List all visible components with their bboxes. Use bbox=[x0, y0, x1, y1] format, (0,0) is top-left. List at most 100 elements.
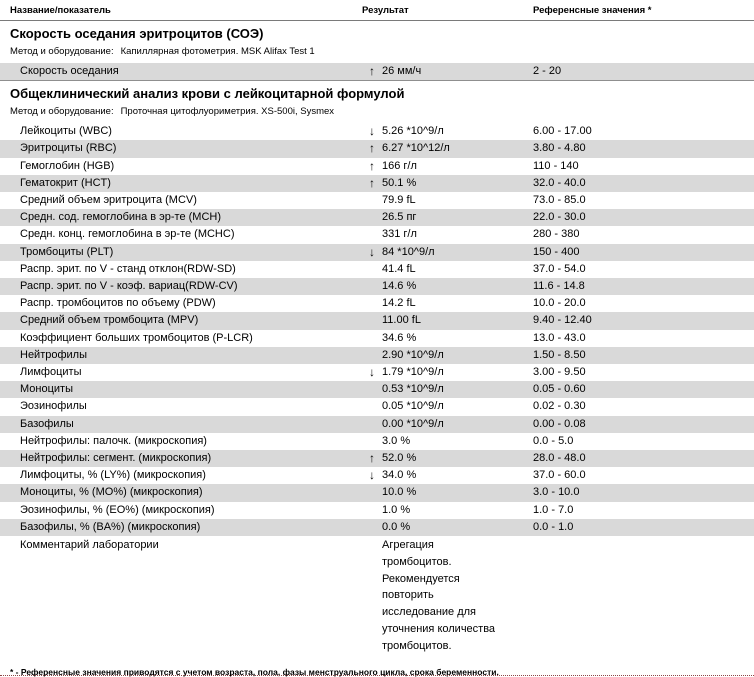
result-value: 50.1 % bbox=[382, 176, 417, 189]
parameter-name: Средний объем эритроцита (MCV) bbox=[20, 194, 197, 207]
arrow-down-icon: ↓ bbox=[369, 124, 375, 139]
reference-range: 9.40 - 12.40 bbox=[533, 314, 592, 327]
reference-range: 73.0 - 85.0 bbox=[533, 194, 586, 207]
parameter-name: Эритроциты (RBC) bbox=[20, 142, 117, 155]
result-row: Моноциты 0.53 *10^9/л 0.05 - 0.60 bbox=[0, 381, 754, 399]
reference-range: 0.02 - 0.30 bbox=[533, 400, 586, 413]
result-row: Распр. эрит. по V - станд отклон(RDW-SD)… bbox=[0, 261, 754, 278]
reference-range: 22.0 - 30.0 bbox=[533, 211, 586, 224]
method-label: Метод и оборудование: bbox=[10, 106, 114, 118]
report-section: Скорость оседания эритроцитов (СОЭ) Метод… bbox=[0, 21, 754, 82]
result-cell: 41.4 fL bbox=[362, 261, 533, 278]
result-value: 0.0 % bbox=[382, 520, 411, 533]
result-value: 0.05 *10^9/л bbox=[382, 400, 444, 413]
parameter-name: Эозинофилы bbox=[20, 400, 87, 413]
parameter-name: Распр. эрит. по V - станд отклон(RDW-SD) bbox=[20, 262, 236, 275]
result-value: 52.0 % bbox=[382, 452, 417, 465]
result-value: 79.9 fL bbox=[382, 194, 416, 207]
result-value: 11.00 fL bbox=[382, 314, 421, 327]
parameter-name: Базофилы, % (BA%) (микроскопия) bbox=[20, 520, 201, 533]
result-cell: 0.05 *10^9/л bbox=[362, 398, 533, 415]
parameter-name: Моноциты, % (MO%) (микроскопия) bbox=[20, 486, 203, 499]
parameter-name: Средн. конц. гемоглобина в эр-те (MCHC) bbox=[20, 228, 235, 241]
report-sections: Скорость оседания эритроцитов (СОЭ) Метод… bbox=[0, 21, 754, 657]
result-value: 84 *10^9/л bbox=[382, 245, 435, 258]
result-row: Гематокрит (HCT) ↑ 50.1 % 32.0 - 40.0 bbox=[0, 174, 754, 193]
result-cell: 26.5 пг bbox=[362, 209, 533, 226]
result-cell: 1.0 % bbox=[362, 502, 533, 519]
result-value: 14.6 % bbox=[382, 280, 417, 293]
parameter-name: Средн. сод. гемоглобина в эр-те (MCH) bbox=[20, 211, 222, 224]
reference-range: 0.05 - 0.60 bbox=[533, 383, 586, 396]
result-value: 34.6 % bbox=[382, 331, 417, 344]
result-row: Базофилы 0.00 *10^9/л 0.00 - 0.08 bbox=[0, 415, 754, 433]
result-cell: ↓ 1.79 *10^9/л bbox=[362, 364, 533, 381]
result-cell: 14.6 % bbox=[362, 278, 533, 295]
result-value: 1.79 *10^9/л bbox=[382, 366, 444, 379]
reference-range: 280 - 380 bbox=[533, 228, 580, 241]
parameter-name: Нейтрофилы bbox=[20, 348, 87, 361]
arrow-down-icon: ↓ bbox=[369, 244, 375, 259]
result-row: Лимфоциты ↓ 1.79 *10^9/л 3.00 - 9.50 bbox=[0, 364, 754, 381]
result-cell: 3.0 % bbox=[362, 433, 533, 450]
result-cell: 0.53 *10^9/л bbox=[362, 381, 533, 398]
result-value: 1.0 % bbox=[382, 503, 411, 516]
arrow-up-icon: ↑ bbox=[369, 451, 375, 466]
result-row: Моноциты, % (MO%) (микроскопия) 10.0 % 3.0… bbox=[0, 484, 754, 502]
result-cell: 0.00 *10^9/л bbox=[362, 416, 533, 433]
arrow-up-icon: ↑ bbox=[369, 175, 375, 190]
column-header-name: Название/показатель bbox=[10, 5, 111, 16]
parameter-name: Средний объем тромбоцита (MPV) bbox=[20, 314, 199, 327]
result-cell: 2.90 *10^9/л bbox=[362, 347, 533, 364]
result-cell: ↑ 166 г/л bbox=[362, 158, 533, 175]
result-row: Лейкоциты (WBC) ↓ 5.26 *10^9/л 6.00 - 17.00 bbox=[0, 123, 754, 140]
reference-range: 3.80 - 4.80 bbox=[533, 142, 586, 155]
result-cell: ↓ 84 *10^9/л bbox=[362, 244, 533, 261]
result-row: Эозинофилы 0.05 *10^9/л 0.02 - 0.30 bbox=[0, 398, 754, 415]
result-value: 5.26 *10^9/л bbox=[382, 125, 444, 138]
comment-label: Комментарий лаборатории bbox=[20, 539, 159, 552]
reference-range: 1.0 - 7.0 bbox=[533, 503, 574, 516]
parameter-name: Тромбоциты (PLT) bbox=[20, 245, 114, 258]
result-value: 26 мм/ч bbox=[382, 65, 422, 77]
result-value: 0.53 *10^9/л bbox=[382, 383, 444, 396]
result-row: Скорость оседания ↑ 26 мм/ч 2 - 20 bbox=[0, 63, 754, 81]
result-cell: ↑ 50.1 % bbox=[362, 175, 533, 192]
result-cell: 79.9 fL bbox=[362, 192, 533, 209]
parameter-name: Гемоглобин (HGB) bbox=[20, 159, 115, 172]
result-row: Нейтрофилы: палочк. (микроскопия) 3.0 % 0.… bbox=[0, 433, 754, 450]
column-header-reference: Референсные значения * bbox=[533, 5, 652, 16]
parameter-name: Нейтрофилы: палочк. (микроскопия) bbox=[20, 434, 207, 447]
reference-range: 32.0 - 40.0 bbox=[533, 176, 586, 189]
result-row: Распр. эрит. по V - коэф. вариац(RDW-CV)… bbox=[0, 278, 754, 296]
result-row: Средний объем тромбоцита (MPV) 11.00 fL 9.… bbox=[0, 312, 754, 330]
parameter-name: Базофилы bbox=[20, 417, 74, 430]
parameter-name: Лимфоциты bbox=[20, 366, 82, 379]
parameter-name: Нейтрофилы: сегмент. (микроскопия) bbox=[20, 452, 212, 465]
arrow-down-icon: ↓ bbox=[369, 468, 375, 483]
reference-range: 0.0 - 5.0 bbox=[533, 434, 574, 447]
arrow-up-icon: ↑ bbox=[369, 141, 375, 156]
result-row: Лимфоциты, % (LY%) (микроскопия) ↓ 34.0 % 3… bbox=[0, 467, 754, 484]
result-row: Базофилы, % (BA%) (микроскопия) 0.0 % 0.0 … bbox=[0, 518, 754, 537]
result-value: 10.0 % bbox=[382, 486, 417, 499]
result-value: 34.0 % bbox=[382, 469, 417, 482]
result-cell: 0.0 % bbox=[362, 519, 533, 536]
lab-comment-row: Комментарий лаборатории Агрегация тромбоц… bbox=[0, 536, 754, 657]
parameter-name: Гематокрит (HCT) bbox=[20, 176, 111, 189]
method-line: Метод и оборудование: Проточная цитофлуор… bbox=[0, 104, 754, 123]
result-value: 0.00 *10^9/л bbox=[382, 417, 444, 430]
parameter-name: Коэффициент больших тромбоцитов (P-LCR) bbox=[20, 331, 253, 344]
reference-range: 150 - 400 bbox=[533, 245, 580, 258]
result-value: 14.2 fL bbox=[382, 297, 416, 310]
result-row: Тромбоциты (PLT) ↓ 84 *10^9/л 150 - 400 bbox=[0, 243, 754, 261]
result-row: Коэффициент больших тромбоцитов (P-LCR) 3… bbox=[0, 330, 754, 347]
parameter-name: Эозинофилы, % (EO%) (микроскопия) bbox=[20, 503, 215, 516]
reference-range: 1.50 - 8.50 bbox=[533, 348, 586, 361]
result-row: Средн. сод. гемоглобина в эр-те (MCH) 26.… bbox=[0, 209, 754, 227]
result-value: 166 г/л bbox=[382, 159, 417, 172]
parameter-name: Моноциты bbox=[20, 383, 73, 396]
reference-range: 37.0 - 60.0 bbox=[533, 469, 586, 482]
result-cell: ↑ 6.27 *10^12/л bbox=[362, 140, 533, 157]
result-cell: ↑ 26 мм/ч bbox=[362, 63, 533, 80]
